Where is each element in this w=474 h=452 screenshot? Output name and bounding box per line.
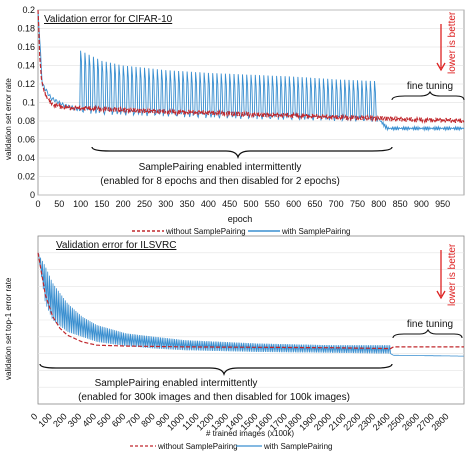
ilsvrc-brace-finetune [392,328,463,339]
x-tick-label: 500 [95,411,113,429]
x-tick-label: 850 [393,199,408,209]
series-without-samplepairing [37,9,465,125]
y-tick-label: 0.12 [17,79,35,89]
arrowhead-icon [436,62,446,72]
x-tick-label: 250 [137,199,152,209]
cifar10-y-ticks: 0 0.02 0.04 0.06 0.08 0.1 0.12 0.14 0.16 0.18 0.2 [17,5,35,200]
y-tick-label: 0.18 [17,24,35,34]
legend-label-without: without SamplePairing [165,227,246,236]
x-tick-label: 650 [307,199,322,209]
series-with-samplepairing [37,9,465,132]
cifar10-annotation-finetune: fine tuning [407,81,453,92]
ilsvrc-series [37,252,464,357]
x-tick-label: 350 [180,199,195,209]
ilsvrc-gridlines [38,252,464,388]
cifar10-annotation-schedule: (enabled for 8 epochs and then disabled … [100,176,340,187]
y-tick-label: 0 [30,190,35,200]
cifar10-series [37,9,465,132]
y-tick-label: 0.2 [22,5,35,15]
cifar10-annotation-intermittent: SamplePairing enabled intermittently [139,162,302,173]
cifar10-brace-intermittent [91,146,393,160]
x-tick-label: 200 [51,411,69,429]
x-tick-label: 2800 [429,411,450,432]
x-tick-label: 550 [265,199,280,209]
x-tick-label: 50 [54,199,64,209]
ilsvrc-title: Validation error for ILSVRC [56,240,176,251]
ilsvrc-brace-intermittent [39,363,393,377]
ilsvrc-y-axis-label: validation set top-1 error rate [4,277,13,380]
x-tick-label: 800 [139,411,157,429]
x-tick-label: 400 [80,411,98,429]
y-tick-label: 0.1 [22,98,35,108]
cifar10-gridlines [38,9,464,196]
cifar10-legend: without SamplePairing with SamplePairing [132,227,350,236]
arrowhead-icon [436,290,446,300]
y-tick-label: 0.06 [17,135,35,145]
ilsvrc-legend: without SamplePairing with SamplePairing [130,442,332,451]
x-tick-label: 450 [222,199,237,209]
x-tick-label: 900 [414,199,429,209]
legend-label-with: with SamplePairing [263,442,332,451]
x-tick-label: 400 [201,199,216,209]
ilsvrc-annotation-finetune: fine tuning [407,319,453,330]
cifar10-lower-is-better-text: lower is better [447,11,458,74]
x-tick-label: 500 [243,199,258,209]
ilsvrc-lower-is-better: lower is better [436,243,458,306]
cifar10-x-axis-label: epoch [228,214,253,224]
cifar10-x-ticks: 0 50 100 150 200 250 300 350 400 450 500 550 600 650 7… [35,199,450,209]
series-without-samplepairing [37,252,464,350]
cifar10-brace-finetune [391,90,465,101]
x-tick-label: 100 [73,199,88,209]
cifar10-lower-is-better: lower is better [436,11,458,74]
x-tick-label: 800 [371,199,386,209]
ilsvrc-panel: 0100200300400500600700800900100011001200… [4,235,465,451]
x-tick-label: 200 [116,199,131,209]
ilsvrc-x-axis-label: # trained images (x100k) [206,429,294,438]
y-tick-label: 0.14 [17,61,35,71]
x-tick-label: 0 [35,199,40,209]
x-tick-label: 0 [29,411,40,422]
series-with-samplepairing [37,252,464,357]
x-tick-label: 300 [158,199,173,209]
ilsvrc-annotation-intermittent: SamplePairing enabled intermittently [95,378,258,389]
ilsvrc-annotation-schedule: (enabled for 300k images and then disabl… [78,392,350,403]
legend-label-without: without SamplePairing [157,442,238,451]
y-tick-label: 0.04 [17,153,35,163]
cifar10-panel: 00.020.040.060.080.10.120.140.160.180.2 … [4,5,465,224]
x-tick-label: 950 [435,199,450,209]
y-tick-label: 0.16 [17,42,35,52]
y-tick-label: 0.08 [17,116,35,126]
x-tick-label: 600 [286,199,301,209]
x-tick-label: 750 [350,199,365,209]
legend-label-with: with SamplePairing [281,227,350,236]
x-tick-label: 100 [36,411,54,429]
x-tick-label: 300 [66,411,84,429]
x-tick-label: 700 [329,199,344,209]
y-tick-label: 0.02 [17,172,35,182]
cifar10-y-axis-label: validation set error rate [4,78,13,160]
ilsvrc-lower-is-better-text: lower is better [447,243,458,306]
x-tick-label: 150 [94,199,109,209]
cifar10-title: Validation error for CIFAR-10 [44,14,173,25]
x-tick-label: 700 [125,411,143,429]
x-tick-label: 600 [110,411,128,429]
